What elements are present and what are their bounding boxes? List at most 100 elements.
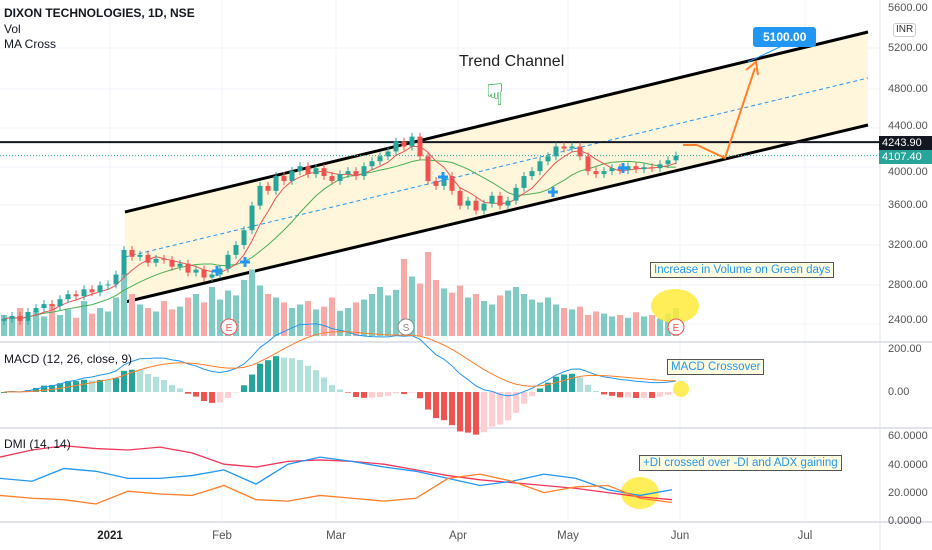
candle-body bbox=[329, 176, 335, 181]
macd-histogram-bar bbox=[113, 378, 119, 392]
candle-body bbox=[409, 136, 415, 147]
macd-histogram-bar bbox=[249, 374, 255, 392]
volume-bar bbox=[585, 315, 591, 336]
candle-body bbox=[289, 171, 295, 181]
macd-histogram-bar bbox=[281, 357, 287, 392]
macd-histogram-bar bbox=[665, 392, 671, 395]
macd-histogram-bar bbox=[401, 392, 407, 394]
volume-bar bbox=[521, 294, 527, 336]
macd-histogram-bar bbox=[537, 388, 543, 392]
candle-body bbox=[521, 176, 527, 188]
volume-bar bbox=[345, 308, 351, 336]
macd-histogram-bar bbox=[601, 392, 607, 395]
macd-histogram-bar bbox=[505, 392, 511, 421]
candle-body bbox=[89, 289, 95, 293]
split-event-icon-label: S bbox=[403, 323, 410, 334]
candle-body bbox=[433, 180, 439, 186]
volume-indicator-label[interactable]: Vol bbox=[4, 22, 21, 36]
candle-body bbox=[473, 200, 479, 211]
macd-histogram-bar bbox=[161, 379, 167, 392]
ma-cross-icon bbox=[618, 163, 628, 173]
macd-histogram-bar bbox=[97, 379, 103, 392]
volume-bar bbox=[641, 316, 647, 336]
ma-cross-indicator-label[interactable]: MA Cross bbox=[4, 37, 57, 51]
volume-bar bbox=[137, 304, 143, 336]
volume-bar bbox=[233, 295, 239, 336]
volume-bar bbox=[609, 316, 615, 336]
macd-histogram-bar bbox=[305, 365, 311, 392]
volume-bar bbox=[441, 288, 447, 336]
price-tick: 4400.00 bbox=[888, 120, 928, 132]
callout-pointer bbox=[747, 44, 785, 63]
candle-body bbox=[1, 318, 7, 321]
volume-bar bbox=[249, 269, 255, 336]
macd-highlight bbox=[673, 381, 689, 397]
candle-body bbox=[569, 146, 575, 149]
volume-bar bbox=[465, 297, 471, 336]
volume-bar bbox=[561, 308, 567, 336]
earnings-event-icon-label: E bbox=[226, 323, 233, 334]
candle-body bbox=[153, 258, 159, 263]
macd-histogram-bar bbox=[425, 392, 431, 410]
macd-histogram-bar bbox=[609, 392, 615, 396]
macd-histogram-bar bbox=[417, 392, 423, 399]
volume-bar bbox=[569, 309, 575, 336]
macd-histogram-bar bbox=[209, 392, 215, 403]
candle-body bbox=[121, 249, 127, 275]
volume-bar bbox=[489, 304, 495, 336]
macd-histogram-bar bbox=[465, 392, 471, 433]
macd-histogram-bar bbox=[449, 392, 455, 426]
earnings-event-icon bbox=[220, 318, 238, 336]
volume-bar bbox=[457, 285, 463, 336]
macd-histogram-bar bbox=[33, 387, 39, 392]
projection-arrowhead-icon bbox=[745, 60, 759, 76]
candle-body bbox=[545, 156, 551, 162]
candle-body bbox=[41, 304, 47, 309]
volume-bar bbox=[401, 259, 407, 336]
volume-bar bbox=[313, 309, 319, 336]
macd-histogram-bar bbox=[257, 363, 263, 392]
volume-bar bbox=[553, 304, 559, 336]
macd-histogram-bar bbox=[393, 392, 399, 394]
volume-bar bbox=[1, 315, 7, 336]
volume-bar bbox=[321, 306, 327, 336]
price-tick: 3600.00 bbox=[888, 199, 928, 211]
macd-histogram-bar bbox=[177, 388, 183, 392]
volume-bar bbox=[193, 294, 199, 336]
currency-badge[interactable]: INR bbox=[893, 23, 917, 37]
volume-bar bbox=[81, 301, 87, 336]
target-price-callout: 5100.00 bbox=[753, 27, 817, 47]
macd-histogram-bar bbox=[561, 374, 567, 392]
candle-body bbox=[497, 195, 503, 206]
volume-bar bbox=[105, 311, 111, 336]
projection-path bbox=[683, 67, 756, 160]
macd-histogram-bar bbox=[513, 392, 519, 413]
macd-histogram-bar bbox=[345, 392, 351, 393]
volume-bar bbox=[265, 294, 271, 336]
dmi-label[interactable]: DMI (14, 14) bbox=[4, 437, 71, 451]
candle-body bbox=[33, 308, 39, 312]
macd-histogram-bar bbox=[553, 376, 559, 392]
candle-body bbox=[177, 263, 183, 267]
volume-bar bbox=[449, 292, 455, 336]
volume-bar bbox=[297, 304, 303, 336]
candle-body bbox=[481, 203, 487, 211]
channel-upper-line bbox=[124, 30, 869, 214]
volume-bar bbox=[217, 299, 223, 336]
candle-body bbox=[193, 269, 199, 273]
volume-bar bbox=[537, 302, 543, 336]
volume-bar bbox=[657, 318, 663, 336]
macd-histogram-bar bbox=[625, 392, 631, 398]
macd-histogram-bar bbox=[73, 381, 79, 392]
volume-bar bbox=[513, 287, 519, 336]
volume-bar bbox=[209, 287, 215, 336]
candle-body bbox=[49, 304, 55, 307]
candle-body bbox=[649, 167, 655, 169]
volume-bar bbox=[433, 280, 439, 336]
macd-histogram-bar bbox=[1, 392, 7, 393]
candle-body bbox=[393, 141, 399, 152]
volume-bar bbox=[361, 299, 367, 336]
macd-label[interactable]: MACD (12, 26, close, 9) bbox=[4, 352, 133, 366]
volume-bar bbox=[121, 273, 127, 336]
